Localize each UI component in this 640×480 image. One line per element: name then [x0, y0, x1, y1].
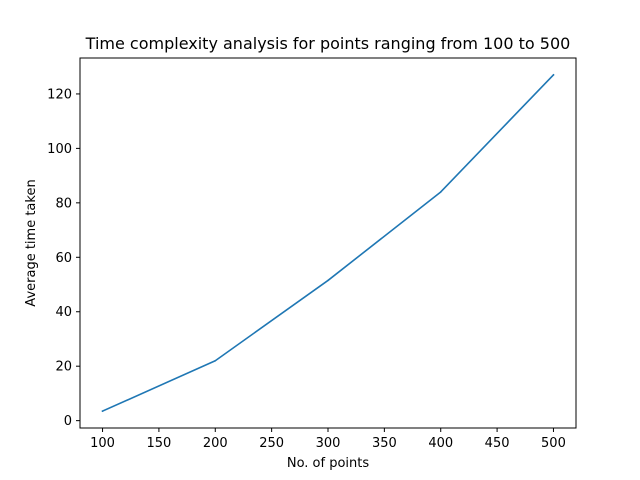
data-point	[101, 410, 104, 412]
x-tick-label: 350	[372, 436, 397, 451]
data-point	[214, 359, 217, 362]
chart-title: Time complexity analysis for points rang…	[85, 34, 571, 53]
y-axis-label: Average time taken	[24, 179, 39, 306]
y-tick-label: 60	[55, 251, 72, 266]
series-layer	[101, 73, 555, 413]
x-tick-label: 300	[316, 436, 341, 451]
x-tick-label: 150	[146, 436, 171, 451]
y-tick-label: 20	[55, 360, 72, 375]
ticks-layer: 100 150 200 250 300 350 400 450 500 0 20 40 60 80 100 1…	[47, 87, 566, 451]
data-point	[327, 279, 329, 282]
x-tick-label: 500	[541, 436, 566, 451]
y-tick-label: 40	[55, 305, 72, 320]
x-tick-label: 200	[203, 436, 228, 451]
x-tick-label: 250	[259, 436, 284, 451]
y-tick-label: 80	[55, 196, 72, 211]
x-tick-label: 400	[428, 436, 453, 451]
y-tick-label: 0	[64, 414, 72, 429]
x-tick-label: 100	[90, 436, 115, 451]
plot-frame	[79, 57, 577, 429]
data-point	[439, 191, 442, 193]
data-point	[552, 74, 555, 76]
x-axis-label: No. of points	[287, 456, 370, 471]
y-tick-label: 100	[47, 142, 72, 157]
x-tick-label: 450	[485, 436, 510, 451]
y-tick-label: 120	[47, 87, 72, 102]
